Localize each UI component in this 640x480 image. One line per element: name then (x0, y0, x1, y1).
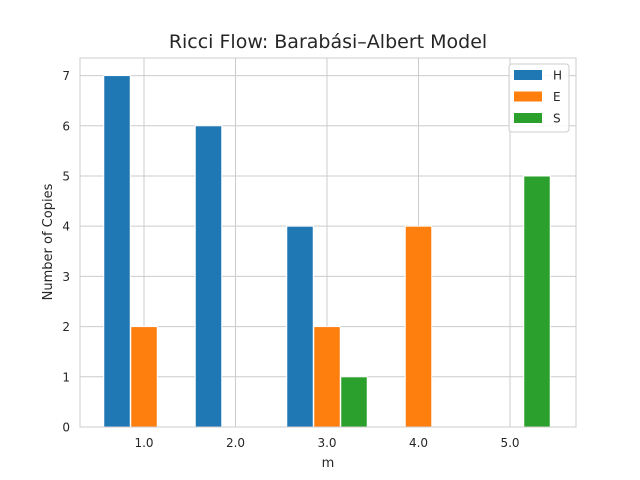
x-tick-label: 3.0 (317, 436, 336, 450)
y-tick-label: 6 (62, 119, 70, 133)
bars (103, 75, 551, 428)
plot-area (79, 57, 577, 428)
legend-swatch-E (514, 91, 542, 102)
legend: HES (508, 63, 570, 133)
bar-H-2.0 (194, 125, 223, 428)
legend-label-H: H (553, 69, 562, 83)
legend-swatch-S (514, 113, 542, 123)
y-tick-label: 1 (62, 370, 70, 384)
y-tick-label: 0 (62, 421, 70, 435)
y-tick-label: 5 (62, 169, 70, 183)
bar-H-3.0 (286, 225, 314, 428)
x-tick-label: 2.0 (226, 436, 245, 450)
bar-S-3.0 (340, 376, 368, 428)
bar-E-3.0 (313, 326, 341, 428)
bar-E-1.0 (130, 326, 158, 428)
y-tick-label: 7 (62, 69, 70, 83)
y-axis-label: Number of Copies (41, 183, 56, 300)
bar-S-5.0 (523, 175, 551, 428)
chart-title: Ricci Flow: Barabási–Albert Model (169, 31, 487, 53)
x-tick-label: 1.0 (134, 436, 153, 450)
plot-frame (79, 57, 577, 428)
y-tick-label: 2 (62, 320, 70, 334)
x-tick-labels: 1.0 2.0 3.0 4.0 5.0 (134, 436, 519, 450)
x-tick-label: 4.0 (409, 436, 428, 450)
y-tick-label: 3 (62, 270, 70, 284)
legend-label-E: E (553, 90, 561, 104)
y-tick-label: 4 (62, 220, 70, 234)
x-axis-label: m (322, 456, 335, 471)
bar-E-4.0 (404, 225, 433, 428)
legend-label-S: S (553, 112, 561, 126)
y-tick-labels: 0 1 2 3 4 5 6 7 (62, 69, 70, 434)
legend-swatch-H (514, 70, 542, 80)
bar-H-1.0 (103, 75, 131, 428)
x-tick-label: 5.0 (500, 436, 519, 450)
